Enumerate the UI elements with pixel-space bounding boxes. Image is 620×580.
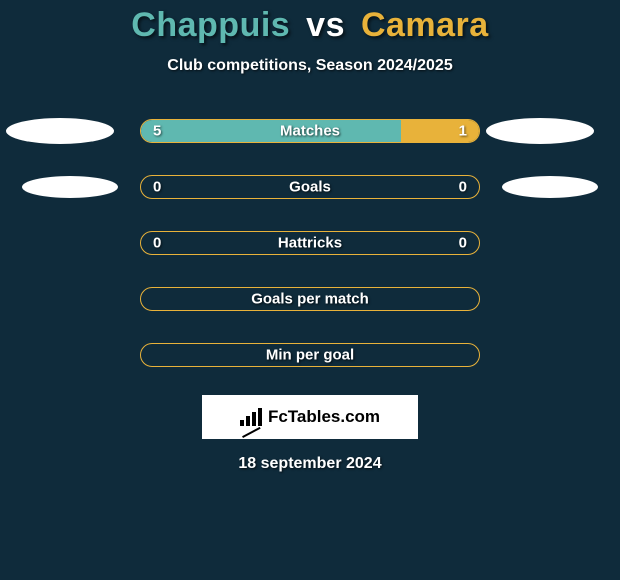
stat-bar: Goals per match — [140, 287, 480, 311]
stat-bar-right-fill — [401, 120, 479, 142]
title-player1: Chappuis — [131, 6, 290, 44]
bar-chart-icon — [240, 408, 262, 426]
decorative-ellipse — [6, 118, 114, 144]
stat-row: Min per goal — [0, 341, 620, 369]
title-vs: vs — [306, 6, 345, 44]
stat-bar: 0 0Goals — [140, 175, 480, 199]
stat-bar-label: Goals — [141, 179, 479, 196]
stat-value-right: 0 — [459, 179, 467, 196]
stat-value-right: 0 — [459, 235, 467, 252]
stat-bar-label: Hattricks — [141, 235, 479, 252]
source-badge: FcTables.com — [202, 395, 418, 439]
stat-bar: 51Matches — [140, 119, 480, 143]
stat-bar-left-fill — [141, 120, 401, 142]
stat-row: 51Matches — [0, 117, 620, 145]
title: Chappuis vs Camara — [0, 0, 620, 45]
stat-row: Goals per match — [0, 285, 620, 313]
stat-rows: 51Matches00Goals00HattricksGoals per mat… — [0, 117, 620, 369]
stat-row: 0 0Hattricks — [0, 229, 620, 257]
date-label: 18 september 2024 — [0, 455, 620, 473]
stat-bar: 0 0Hattricks — [140, 231, 480, 255]
source-badge-text: FcTables.com — [268, 407, 380, 427]
comparison-card: Chappuis vs Camara Club competitions, Se… — [0, 0, 620, 580]
decorative-ellipse — [486, 118, 594, 144]
stat-value-left: 0 — [153, 179, 161, 196]
stat-value-left: 0 — [153, 235, 161, 252]
stat-bar: Min per goal — [140, 343, 480, 367]
subtitle: Club competitions, Season 2024/2025 — [0, 57, 620, 75]
stat-row: 0 0Goals — [0, 173, 620, 201]
stat-bar-label: Goals per match — [141, 291, 479, 308]
decorative-ellipse — [22, 176, 118, 198]
decorative-ellipse — [502, 176, 598, 198]
stat-bar-label: Min per goal — [141, 347, 479, 364]
title-player2: Camara — [361, 6, 489, 44]
